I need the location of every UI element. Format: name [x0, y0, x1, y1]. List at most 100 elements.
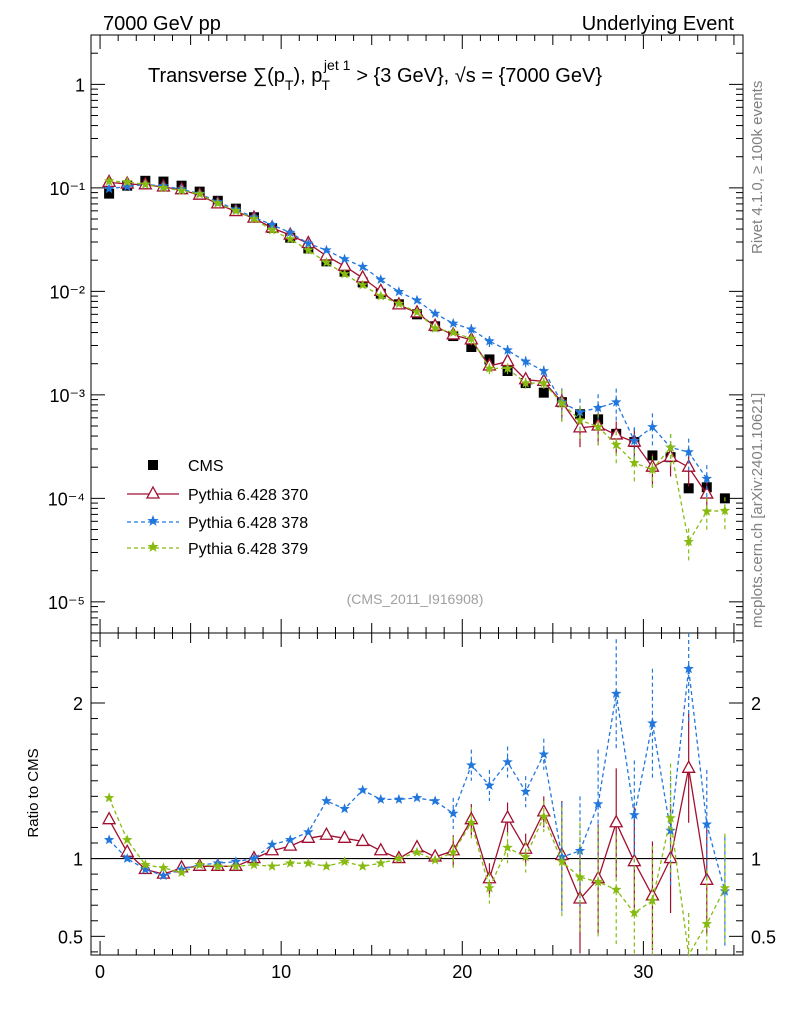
- series-p379: [103, 175, 731, 562]
- point-p378: [393, 286, 405, 297]
- x-tick-label: 30: [633, 962, 653, 982]
- point-p379: [303, 244, 314, 255]
- ratio-point-p378: [538, 748, 549, 759]
- ratio-point-p370: [337, 829, 352, 843]
- ratio-point-p379: [230, 860, 242, 871]
- point-p378: [683, 446, 694, 457]
- y-tick-label: 10⁻⁵: [48, 593, 85, 613]
- ratio-point-p370: [500, 809, 515, 823]
- point-p379: [502, 362, 513, 373]
- ratio-point-p378: [701, 818, 712, 829]
- point-p378: [484, 335, 495, 346]
- point-p378: [611, 396, 622, 407]
- ratio-point-p379: [339, 856, 350, 867]
- ratio-series-p379: [103, 763, 731, 957]
- ratio-point-p378: [103, 834, 115, 845]
- ratio-point-p379: [176, 867, 187, 877]
- ratio-point-p379: [375, 857, 386, 868]
- ratio-point-p379: [140, 859, 151, 870]
- point-p379: [339, 268, 350, 279]
- ratio-point-p378: [502, 756, 513, 767]
- point-cms: [538, 387, 549, 398]
- point-p379: [683, 536, 694, 547]
- point-p378: [303, 238, 314, 248]
- ratio-series-p378: [103, 633, 731, 946]
- ratio-point-p378: [393, 793, 405, 804]
- ratio-point-p370: [283, 837, 298, 851]
- header-left: 7000 GeV pp: [103, 13, 221, 35]
- title-part1: Transverse ∑(pT), pTjet 1 > {3 GeV}, √s =…: [148, 57, 602, 93]
- y-tick-label: 10⁻¹: [49, 179, 85, 199]
- ratio-point-p379: [484, 882, 495, 893]
- point-p370: [681, 458, 696, 472]
- y-tick-label: 10⁻³: [49, 386, 85, 406]
- ratio-point-p379: [592, 876, 604, 887]
- ratio-point-p378: [266, 839, 278, 849]
- ratio-plot-frame: [90, 632, 744, 956]
- ratio-y-tick-label-right: 0.5: [751, 927, 776, 947]
- ratio-point-p379: [266, 860, 278, 871]
- point-p379: [266, 224, 278, 235]
- point-p378: [629, 435, 640, 446]
- point-p379: [647, 464, 658, 474]
- ratio-point-p379: [520, 851, 531, 862]
- point-p379: [484, 362, 495, 373]
- legend-entry-p378: Pythia 6.428 378: [127, 515, 308, 532]
- ratio-point-p378: [285, 834, 296, 845]
- point-p379: [701, 505, 712, 516]
- ratio-point-p378: [411, 792, 423, 803]
- point-p379: [122, 176, 133, 187]
- header-right: Underlying Event: [582, 13, 735, 35]
- ratio-point-p378: [629, 809, 640, 820]
- ratio-point-p379: [701, 918, 712, 929]
- ratio-point-p379: [212, 860, 223, 871]
- point-p378: [285, 227, 296, 237]
- ratio-point-p378: [122, 853, 133, 863]
- ratio-point-p379: [502, 842, 513, 853]
- ratio-y-tick-label: 1: [73, 850, 83, 870]
- point-p378: [122, 181, 133, 191]
- legend-label-cms: CMS: [188, 458, 224, 475]
- ratio-point-p379: [719, 882, 731, 893]
- ratio-point-p378: [574, 845, 586, 856]
- ratio-point-p378: [611, 688, 622, 699]
- ratio-line-p370: [108, 768, 708, 901]
- legend-marker-p379: [147, 541, 159, 552]
- point-p379: [719, 505, 731, 516]
- point-p378: [592, 402, 604, 413]
- ratio-point-p378: [429, 795, 441, 806]
- plot-title: Transverse ∑(pT), pTjet 1 > {3 GeV}, √s =…: [148, 57, 602, 93]
- y-tick-label: 10⁻⁴: [48, 489, 85, 509]
- series-cms: [104, 175, 730, 504]
- ratio-y-tick-label: 2: [73, 694, 83, 714]
- legend-label-p370: Pythia 6.428 370: [188, 487, 308, 504]
- y-tick-label: 1: [75, 75, 85, 95]
- series-line-p370: [109, 181, 708, 495]
- point-p379: [520, 377, 531, 388]
- ratio-point-p379: [611, 884, 622, 895]
- ratio-point-p378: [520, 786, 531, 797]
- ratio-point-p379: [538, 811, 549, 821]
- ratio-point-p379: [103, 792, 115, 803]
- ratio-point-p378: [339, 803, 350, 814]
- ratio-point-p379: [466, 817, 477, 828]
- x-tick-label: 0: [95, 962, 105, 982]
- ratio-point-p379: [285, 857, 296, 868]
- ratio-point-p378: [303, 826, 314, 837]
- point-p379: [466, 333, 477, 343]
- ratio-point-p378: [140, 863, 151, 874]
- point-p378: [266, 219, 278, 230]
- ratio-point-p378: [248, 853, 260, 863]
- x-tick-label: 20: [452, 962, 472, 982]
- point-p378: [574, 406, 586, 417]
- legend: CMS Pythia 6.428 370 Pythia 6.428 378 Py…: [127, 458, 308, 558]
- ratio-point-p378: [683, 663, 694, 674]
- ratio-point-p378: [647, 717, 658, 728]
- legend-marker-p378: [147, 515, 159, 526]
- point-p370: [572, 419, 588, 433]
- point-p378: [448, 317, 459, 328]
- series-line-p378: [109, 183, 708, 480]
- ratio-point-p379: [665, 812, 676, 823]
- point-p379: [411, 306, 423, 317]
- mcplots-label: mcplots.cern.ch [arXiv:2401.10621]: [749, 393, 766, 628]
